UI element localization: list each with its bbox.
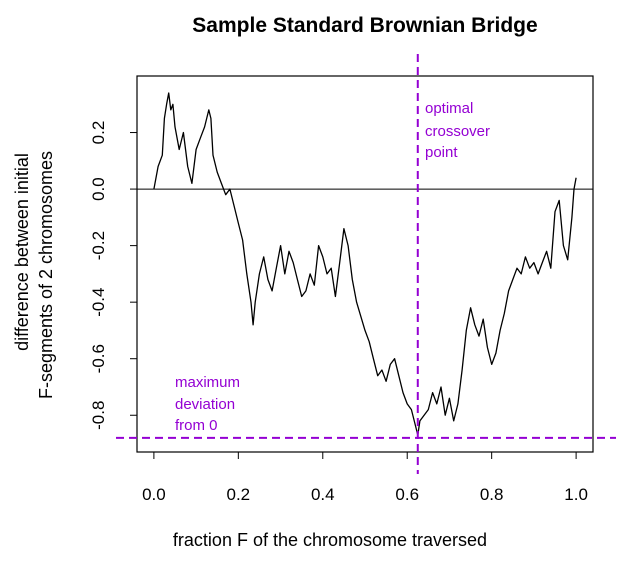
y-tick-label: -0.2 — [89, 231, 108, 260]
x-tick-label: 0.8 — [480, 485, 504, 504]
annotation-hline-line-2: deviation — [175, 396, 235, 413]
annotation-hline-line-3: from 0 — [175, 417, 218, 434]
y-axis-title-line-2: F-segments of 2 chromosomes — [36, 151, 56, 399]
y-tick-label: -0.4 — [89, 288, 108, 317]
y-axis-title-line-1: difference between initial — [12, 153, 32, 351]
annotation-vline-line-3: point — [425, 144, 458, 161]
x-tick-label: 1.0 — [564, 485, 588, 504]
x-tick-label: 0.6 — [395, 485, 419, 504]
plot-frame — [136, 75, 594, 453]
x-axis-title: fraction F of the chromosome traversed — [173, 530, 487, 550]
y-tick-label: 0.2 — [89, 121, 108, 145]
x-tick-label: 0.4 — [311, 485, 335, 504]
chart-title: Sample Standard Brownian Bridge — [192, 14, 537, 37]
x-tick-label: 0.0 — [142, 485, 166, 504]
annotation-vline-line-2: crossover — [425, 123, 490, 140]
y-tick-label: -0.6 — [89, 344, 108, 373]
series-line-brownian-bridge — [153, 92, 577, 436]
annotation-vline-line-1: optimal — [425, 100, 473, 117]
x-axis: 0.0 0.2 0.4 0.6 0.8 1.0 — [142, 452, 588, 504]
y-tick-label: -0.8 — [89, 401, 108, 430]
y-tick-label: 0.0 — [89, 177, 108, 201]
annotation-hline-line-1: maximum — [175, 374, 240, 391]
y-axis: -0.8 -0.6 -0.4 -0.2 0.0 0.2 — [89, 121, 137, 430]
x-tick-label: 0.2 — [227, 485, 251, 504]
